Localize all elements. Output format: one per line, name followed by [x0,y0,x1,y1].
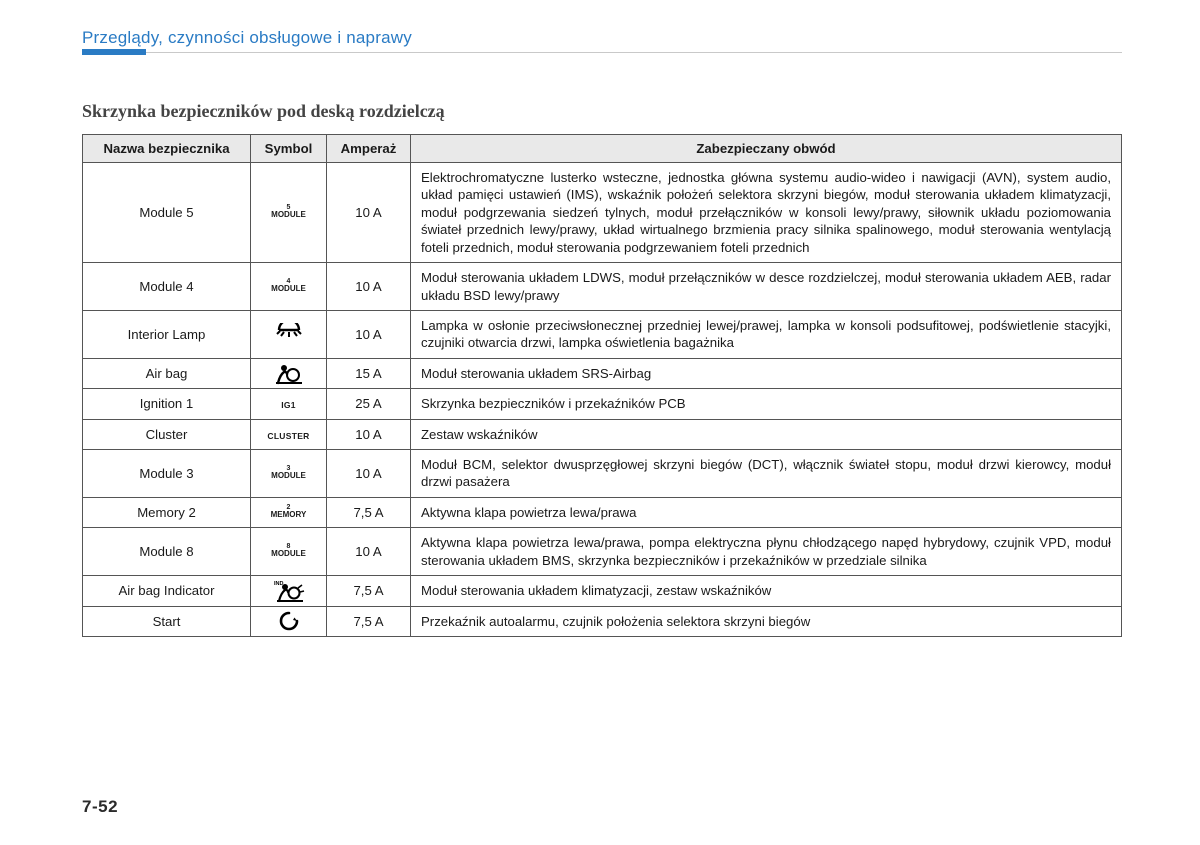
symbol-text: IG1 [281,400,296,410]
fuse-name: Ignition 1 [83,389,251,419]
fuse-name: Module 8 [83,528,251,576]
fuse-description: Przekaźnik autoalarmu, czujnik położenia… [411,606,1122,636]
fuse-name: Cluster [83,419,251,449]
airbag-indicator-icon: IND [271,579,307,603]
th-desc: Zabezpieczany obwód [411,135,1122,163]
fuse-amperage: 10 A [327,163,411,263]
fuse-symbol: IG1 [251,389,327,419]
section-title: Przeglądy, czynności obsługowe i naprawy [82,28,1122,48]
th-symbol: Symbol [251,135,327,163]
fuse-name: Interior Lamp [83,310,251,358]
svg-text:IND: IND [274,581,284,587]
fuse-name: Module 3 [83,450,251,498]
fuse-name: Start [83,606,251,636]
table-row: Ignition 1 IG1 25 ASkrzynka bezpieczników … [83,389,1122,419]
fuse-amperage: 7,5 A [327,576,411,606]
subtitle: Skrzynka bezpieczników pod deską rozdzie… [82,101,1122,122]
table-row: Module 5 5MODULE 10 AElektrochromatyczne l… [83,163,1122,263]
airbag-icon [274,363,304,385]
fuse-name: Air bag [83,358,251,388]
start-icon [277,609,301,633]
fuse-symbol: 2MEMORY [251,497,327,527]
fuse-amperage: 25 A [327,389,411,419]
fuse-symbol: CLUSTER [251,419,327,449]
table-row: Cluster CLUSTER 10 AZestaw wskaźników [83,419,1122,449]
fuse-symbol: 5MODULE [251,163,327,263]
table-row: Start 7,5 APrzekaźnik autoalarmu, czujnik… [83,606,1122,636]
fuse-description: Lampka w osłonie przeciwsłonecznej przed… [411,310,1122,358]
fuse-description: Elektrochromatyczne lusterko wsteczne, j… [411,163,1122,263]
fuse-description: Aktywna klapa powietrza lewa/prawa [411,497,1122,527]
fuse-symbol [251,310,327,358]
fuse-description: Moduł sterowania układem SRS-Airbag [411,358,1122,388]
fuse-symbol: 8MODULE [251,528,327,576]
fuse-symbol [251,606,327,636]
fuse-amperage: 7,5 A [327,497,411,527]
fuse-amperage: 10 A [327,528,411,576]
fuse-description: Skrzynka bezpieczników i przekaźników PC… [411,389,1122,419]
page-number: 7-52 [82,797,118,817]
table-row: Module 4 4MODULE 10 AModuł sterowania ukła… [83,263,1122,311]
table-header-row: Nazwa bezpiecznika Symbol Amperaż Zabezp… [83,135,1122,163]
symbol-text: CLUSTER [267,431,309,441]
fuse-name: Module 5 [83,163,251,263]
header-rule [82,52,1122,53]
fuse-description: Moduł sterowania układem LDWS, moduł prz… [411,263,1122,311]
accent-bar [82,49,146,55]
table-row: Air bag Indicator IND 7,5 AModuł sterowani… [83,576,1122,606]
table-row: Air bag 15 AModuł sterowania układem SRS-… [83,358,1122,388]
fuse-amperage: 15 A [327,358,411,388]
fuse-amperage: 10 A [327,450,411,498]
module-symbol: 8MODULE [271,543,306,558]
fuse-name: Air bag Indicator [83,576,251,606]
fuse-amperage: 7,5 A [327,606,411,636]
table-row: Module 8 8MODULE 10 AAktywna klapa powietr… [83,528,1122,576]
fuse-symbol: IND [251,576,327,606]
th-name: Nazwa bezpiecznika [83,135,251,163]
fuse-amperage: 10 A [327,310,411,358]
fuse-name: Module 4 [83,263,251,311]
fuse-description: Moduł BCM, selektor dwusprzęgłowej skrzy… [411,450,1122,498]
module-symbol: 5MODULE [271,204,306,219]
fuse-symbol: 4MODULE [251,263,327,311]
module-symbol: 2MEMORY [271,504,307,519]
fuse-symbol: 3MODULE [251,450,327,498]
fuse-amperage: 10 A [327,419,411,449]
module-symbol: 3MODULE [271,465,306,480]
module-symbol: 4MODULE [271,278,306,293]
interior-lamp-icon [274,323,304,345]
table-row: Interior Lamp 10 ALampka w osłonie przeci… [83,310,1122,358]
fuse-symbol [251,358,327,388]
fuse-description: Aktywna klapa powietrza lewa/prawa, pomp… [411,528,1122,576]
fuse-name: Memory 2 [83,497,251,527]
fuse-amperage: 10 A [327,263,411,311]
fuse-table: Nazwa bezpiecznika Symbol Amperaż Zabezp… [82,134,1122,637]
th-amp: Amperaż [327,135,411,163]
table-row: Module 3 3MODULE 10 AModuł BCM, selektor d… [83,450,1122,498]
table-row: Memory 2 2MEMORY 7,5 AAktywna klapa powiet… [83,497,1122,527]
fuse-description: Zestaw wskaźników [411,419,1122,449]
fuse-description: Moduł sterowania układem klimatyzacji, z… [411,576,1122,606]
